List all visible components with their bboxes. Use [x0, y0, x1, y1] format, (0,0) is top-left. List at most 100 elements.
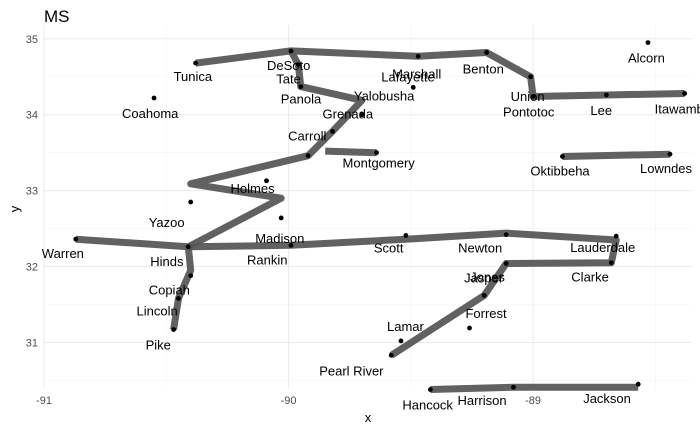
label-hancock: Hancock	[402, 398, 453, 413]
point-yalobusha	[359, 112, 365, 118]
point-hancock	[427, 387, 433, 392]
x-tick-label: -89	[525, 395, 541, 407]
point-lauderdale	[613, 233, 619, 239]
point-lamar	[398, 338, 404, 344]
x-tick-label: -91	[36, 395, 52, 407]
label-harrison: Harrison	[457, 393, 506, 408]
y-tick-label: 32	[26, 262, 38, 274]
county-points	[73, 40, 688, 392]
label-pike: Pike	[146, 338, 171, 353]
label-panola: Panola	[281, 92, 322, 107]
point-coahoma	[151, 95, 157, 101]
route-line	[325, 147, 377, 157]
point-montgomery	[374, 150, 379, 156]
point-hinds	[185, 244, 191, 250]
label-desoto: DeSoto	[267, 58, 310, 73]
label-jasper: Jasper	[464, 271, 504, 286]
point-tunica	[193, 60, 199, 66]
label-lauderdale: Lauderdale	[570, 240, 635, 255]
county-labels: Alcorn Tunica DeSoto Marshall Benton Tate Unio…	[42, 51, 700, 413]
point-pearl-river	[388, 352, 394, 358]
point-lafayette	[410, 84, 416, 90]
label-union: Union	[511, 89, 545, 104]
label-rankin: Rankin	[247, 252, 287, 267]
point-yazoo	[188, 199, 194, 205]
point-clarke	[608, 260, 614, 266]
point-oktibbeha	[560, 154, 565, 159]
point-scott	[403, 233, 409, 238]
label-pearl-river: Pearl River	[319, 363, 384, 378]
plot-grid	[43, 25, 692, 388]
label-benton: Benton	[463, 61, 504, 76]
point-desoto	[288, 48, 294, 54]
route-line	[195, 47, 685, 100]
label-yazoo: Yazoo	[149, 215, 185, 230]
point-jasper	[503, 261, 509, 266]
label-yalobusha: Yalobusha	[354, 89, 415, 104]
point-rankin	[288, 242, 294, 248]
x-tick-label: -90	[281, 395, 297, 407]
point-tate	[295, 62, 301, 68]
route-line	[430, 383, 639, 393]
label-montgomery: Montgomery	[343, 156, 416, 171]
chart-title: MS	[44, 7, 70, 26]
route-line	[170, 246, 195, 331]
label-lamar: Lamar	[387, 319, 425, 334]
route-line	[188, 229, 620, 359]
label-warren: Warren	[42, 246, 84, 261]
label-lincoln: Lincoln	[136, 303, 177, 318]
point-marshall	[415, 53, 421, 59]
point-alcorn	[645, 40, 651, 45]
label-lowndes: Lowndes	[640, 161, 693, 176]
point-grenada	[330, 129, 335, 134]
label-oktibbeha: Oktibbeha	[530, 163, 590, 178]
label-lafayette: Lafayette	[381, 69, 435, 84]
point-copiah	[188, 273, 194, 279]
label-itawamba: Itawamba	[655, 101, 700, 116]
label-tate: Tate	[276, 72, 301, 87]
label-pontotoc: Pontotoc	[503, 104, 555, 119]
point-pike	[171, 327, 177, 332]
label-carroll: Carroll	[288, 129, 326, 144]
point-madison	[278, 215, 284, 221]
point-forrest	[467, 325, 472, 331]
point-holmes	[264, 178, 269, 184]
label-lee: Lee	[590, 103, 612, 118]
point-panola	[298, 84, 304, 90]
point-jackson	[635, 381, 641, 387]
point-newton	[503, 232, 509, 238]
y-axis-title: y	[7, 205, 22, 212]
point-lincoln	[176, 296, 181, 301]
label-hinds: Hinds	[150, 254, 184, 269]
axis-ticks: -91 -90 -89 31 32 33 34 35	[26, 34, 541, 407]
label-alcorn: Alcorn	[628, 51, 665, 66]
label-jones: Jones	[470, 269, 505, 284]
label-forrest: Forrest	[465, 306, 507, 321]
label-newton: Newton	[458, 241, 502, 256]
point-benton	[484, 50, 489, 55]
route-line	[562, 150, 671, 160]
point-lowndes	[667, 151, 673, 157]
point-itawamba	[682, 91, 688, 96]
y-tick-label: 35	[26, 34, 38, 46]
label-tunica: Tunica	[174, 69, 213, 84]
point-union	[528, 74, 534, 80]
label-coahoma: Coahoma	[122, 106, 179, 121]
label-marshall: Marshall	[392, 66, 441, 81]
label-madison: Madison	[255, 231, 304, 246]
label-jackson: Jackson	[583, 391, 631, 406]
y-tick-label: 34	[26, 110, 38, 122]
x-axis-title: x	[365, 410, 372, 425]
label-copiah: Copiah	[149, 283, 190, 298]
point-warren	[73, 236, 79, 242]
point-harrison	[511, 384, 516, 390]
route-line	[75, 49, 366, 251]
point-jones	[481, 292, 487, 298]
y-tick-label: 33	[26, 186, 38, 198]
label-holmes: Holmes	[231, 181, 276, 196]
y-tick-label: 31	[26, 337, 38, 349]
route-lines	[75, 47, 685, 393]
point-pontotoc	[530, 94, 536, 99]
point-lee	[604, 92, 609, 98]
